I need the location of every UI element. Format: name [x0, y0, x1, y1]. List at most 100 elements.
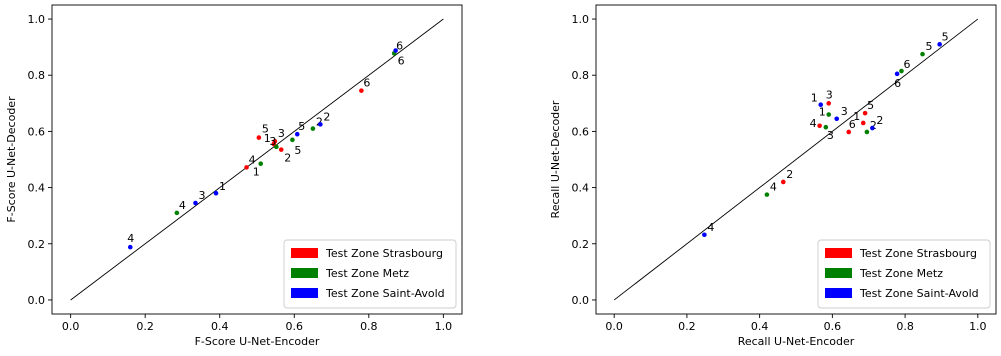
y-tick-label: 0.6 [572, 125, 590, 138]
data-point [870, 125, 875, 131]
point-label: 6 [894, 77, 901, 90]
data-point [826, 101, 832, 106]
legend-swatch [825, 268, 852, 278]
x-axis-label: F-Score U-Net-Encoder [195, 335, 320, 348]
data-point [894, 71, 900, 77]
data-point [864, 129, 870, 135]
data-point [826, 112, 832, 117]
x-tick-label: 0.8 [896, 320, 914, 333]
point-label: 2 [284, 152, 291, 165]
point-label: 6 [396, 39, 403, 52]
point-label: 6 [398, 55, 405, 68]
y-tick-label: 0.0 [28, 294, 46, 307]
data-point [846, 129, 852, 135]
y-tick-label: 1.0 [28, 13, 46, 26]
data-point [393, 48, 398, 53]
data-point [258, 161, 264, 167]
legend-swatch [825, 288, 852, 298]
y-tick-label: 0.2 [28, 238, 46, 251]
y-tick-label: 0.6 [28, 125, 46, 138]
y-tick-label: 1.0 [572, 13, 590, 26]
legend-swatch [291, 288, 318, 298]
data-point [294, 131, 300, 137]
point-label: 4 [127, 232, 134, 245]
point-label: 3 [827, 129, 834, 142]
data-point [937, 42, 942, 47]
point-label: 4 [810, 117, 817, 130]
point-label: 5 [294, 144, 301, 157]
x-tick-label: 0.6 [824, 320, 842, 333]
x-tick-label: 0.2 [136, 320, 154, 333]
legend-swatch [291, 248, 318, 258]
legend: Test Zone Strasbourg Test Zone Metz Test Z… [817, 239, 991, 309]
point-label: 1 [811, 92, 818, 105]
legend-entry: Test Zone Saint-Avold [859, 287, 979, 300]
y-tick-label: 0.8 [572, 69, 590, 82]
data-point [127, 244, 133, 250]
y-tick-label: 0.4 [28, 182, 46, 195]
point-label: 3 [841, 105, 848, 118]
y-tick-label: 0.2 [572, 238, 590, 251]
x-tick-label: 1.0 [435, 320, 453, 333]
x-tick-label: 0.4 [211, 320, 229, 333]
point-label: 2 [323, 110, 330, 123]
point-label: 6 [363, 77, 370, 90]
diagonal-line [70, 18, 444, 301]
y-axis-label: F-Score U-Net-Decoder [5, 96, 18, 223]
x-tick-label: 0.8 [360, 320, 378, 333]
y-tick-label: 0.0 [572, 294, 590, 307]
diagonal-line [613, 18, 979, 301]
point-label: 2 [876, 114, 883, 127]
point-label: 3 [278, 127, 285, 140]
point-label: 2 [870, 119, 877, 132]
legend-swatch [825, 248, 852, 258]
legend-entry: Test Zone Metz [325, 267, 409, 280]
point-label: 5 [926, 40, 933, 53]
y-tick-label: 0.8 [28, 69, 46, 82]
point-label: 1 [219, 180, 226, 193]
y-tick-label: 0.4 [572, 182, 590, 195]
point-label: 4 [770, 181, 777, 194]
axes-frame [595, 4, 997, 315]
data-point [318, 122, 323, 127]
data-point [256, 135, 262, 140]
data-point [818, 102, 824, 108]
point-label: 3 [269, 135, 276, 148]
data-point [310, 126, 316, 131]
data-point [174, 210, 180, 216]
data-point [834, 116, 840, 122]
legend-entry: Test Zone Strasbourg [325, 247, 443, 260]
data-point [862, 110, 868, 116]
point-label: 4 [249, 153, 256, 166]
point-label: 1 [853, 110, 860, 123]
point-label: 1 [819, 106, 826, 119]
data-point [272, 138, 278, 144]
point-label: 1 [264, 132, 271, 145]
point-label: 4 [707, 221, 714, 234]
legend-entry: Test Zone Metz [859, 267, 943, 280]
point-label: 3 [826, 88, 833, 101]
data-point [780, 179, 786, 185]
data-point [920, 51, 925, 57]
data-point [213, 190, 219, 196]
data-point [860, 120, 866, 126]
point-label: 3 [199, 189, 206, 202]
point-label: 2 [316, 116, 323, 129]
data-point [702, 232, 707, 238]
data-point [274, 144, 279, 150]
data-point [823, 124, 829, 130]
data-point [899, 68, 904, 74]
legend-entry: Test Zone Strasbourg [859, 247, 977, 260]
data-point [817, 123, 822, 129]
point-label: 5 [298, 120, 305, 133]
legend-entry: Test Zone Saint-Avold [325, 287, 445, 300]
point-label: 5 [942, 30, 949, 43]
